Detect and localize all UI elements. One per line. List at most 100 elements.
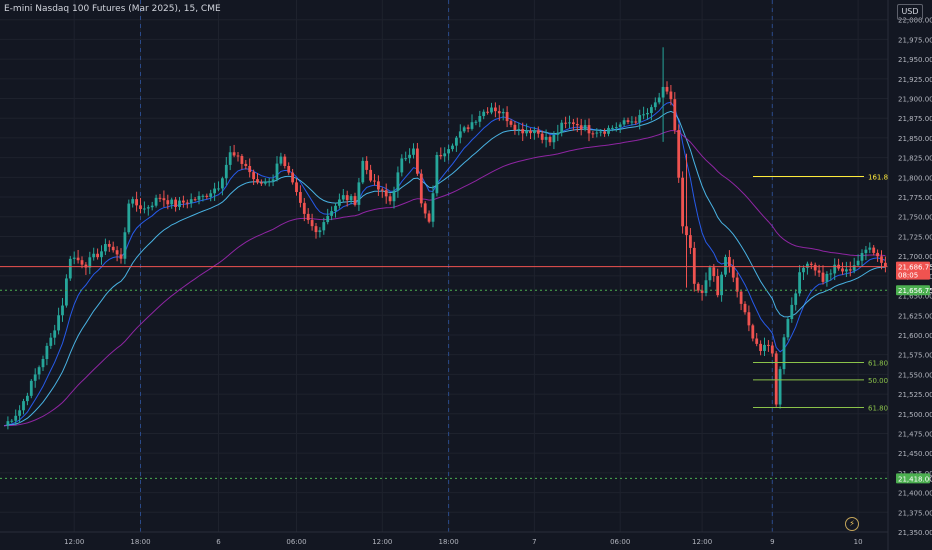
candle	[529, 130, 532, 134]
candle	[267, 181, 271, 183]
candle	[213, 188, 216, 194]
candle	[416, 148, 419, 174]
candle	[154, 197, 158, 206]
candle	[123, 232, 127, 259]
candle	[404, 158, 408, 160]
candle	[396, 172, 400, 191]
candle	[197, 195, 201, 200]
candle	[677, 130, 681, 178]
candle	[466, 127, 470, 129]
price-tick-label: 21,550.00	[898, 371, 932, 379]
candle	[380, 189, 384, 191]
candle	[166, 200, 170, 205]
candle	[76, 257, 80, 261]
candle	[170, 199, 174, 205]
price-tick-label: 21,900.00	[898, 96, 932, 104]
price-tag-countdown: 08:05	[898, 272, 918, 280]
candle	[178, 200, 181, 207]
candle	[174, 199, 177, 207]
price-tick-label: 21,775.00	[898, 194, 932, 202]
price-tick-label: 21,375.00	[898, 509, 932, 517]
candle	[209, 193, 213, 197]
candle	[536, 130, 540, 134]
candle	[45, 345, 49, 359]
candle	[665, 86, 669, 92]
candle	[182, 200, 185, 203]
candle	[778, 369, 782, 405]
candle	[790, 304, 794, 319]
candle	[494, 107, 497, 112]
candle	[657, 97, 661, 103]
candle	[517, 129, 521, 131]
price-tag-bg	[896, 261, 930, 280]
candle	[634, 121, 638, 123]
candle	[451, 145, 454, 150]
candle	[774, 353, 778, 405]
candle	[521, 129, 525, 134]
candle	[579, 125, 583, 130]
candle	[92, 253, 96, 258]
candle	[770, 345, 774, 354]
candle	[490, 107, 493, 113]
candle	[739, 291, 743, 304]
candle	[260, 182, 263, 184]
candle	[486, 111, 489, 113]
candle	[345, 195, 349, 201]
time-tick-label: 12:00	[372, 538, 392, 546]
price-tick-label: 21,700.00	[898, 253, 932, 261]
candle	[427, 213, 431, 222]
candle	[392, 190, 396, 202]
candle	[22, 401, 25, 411]
candle	[357, 182, 361, 205]
candle	[107, 244, 111, 247]
time-tick-label: 12:00	[692, 538, 712, 546]
candle	[443, 153, 447, 157]
candle	[217, 188, 220, 190]
flash-icon[interactable]: ⚡	[845, 517, 859, 531]
ema-line-1	[3, 101, 886, 427]
candle	[509, 121, 513, 125]
price-tick-label: 21,600.00	[898, 332, 932, 340]
candle	[423, 203, 427, 214]
candle	[283, 156, 287, 167]
candle	[244, 163, 248, 166]
candle	[478, 116, 482, 122]
candle	[314, 226, 318, 233]
candle	[712, 267, 716, 277]
candle	[412, 148, 415, 155]
price-tag-label: 21,686.75	[898, 264, 932, 272]
candle	[587, 125, 591, 134]
candle	[556, 132, 560, 135]
candle	[88, 257, 92, 268]
candle	[568, 122, 571, 124]
candle	[603, 131, 606, 134]
candle	[388, 196, 392, 202]
candle	[384, 190, 388, 197]
candle	[806, 263, 809, 268]
candle	[548, 136, 552, 143]
candle	[419, 173, 423, 204]
candle	[848, 269, 852, 271]
candle	[330, 211, 333, 216]
candle	[642, 114, 645, 116]
candle	[880, 256, 883, 263]
candle	[685, 226, 688, 236]
price-tick-label: 21,850.00	[898, 135, 932, 143]
candle	[564, 122, 567, 124]
candle	[310, 220, 314, 227]
candle	[470, 122, 474, 129]
candle	[653, 102, 657, 108]
price-tick-label: 21,350.00	[898, 529, 932, 537]
currency-button[interactable]: USD	[897, 4, 923, 20]
candle	[704, 280, 708, 293]
price-tick-label: 21,500.00	[898, 411, 932, 419]
candle	[349, 196, 353, 201]
price-tick-label: 21,400.00	[898, 490, 932, 498]
candle	[728, 257, 731, 266]
candle	[57, 315, 60, 331]
candle	[622, 120, 626, 125]
candle	[692, 247, 696, 284]
candle	[759, 343, 762, 351]
candle	[872, 247, 876, 253]
